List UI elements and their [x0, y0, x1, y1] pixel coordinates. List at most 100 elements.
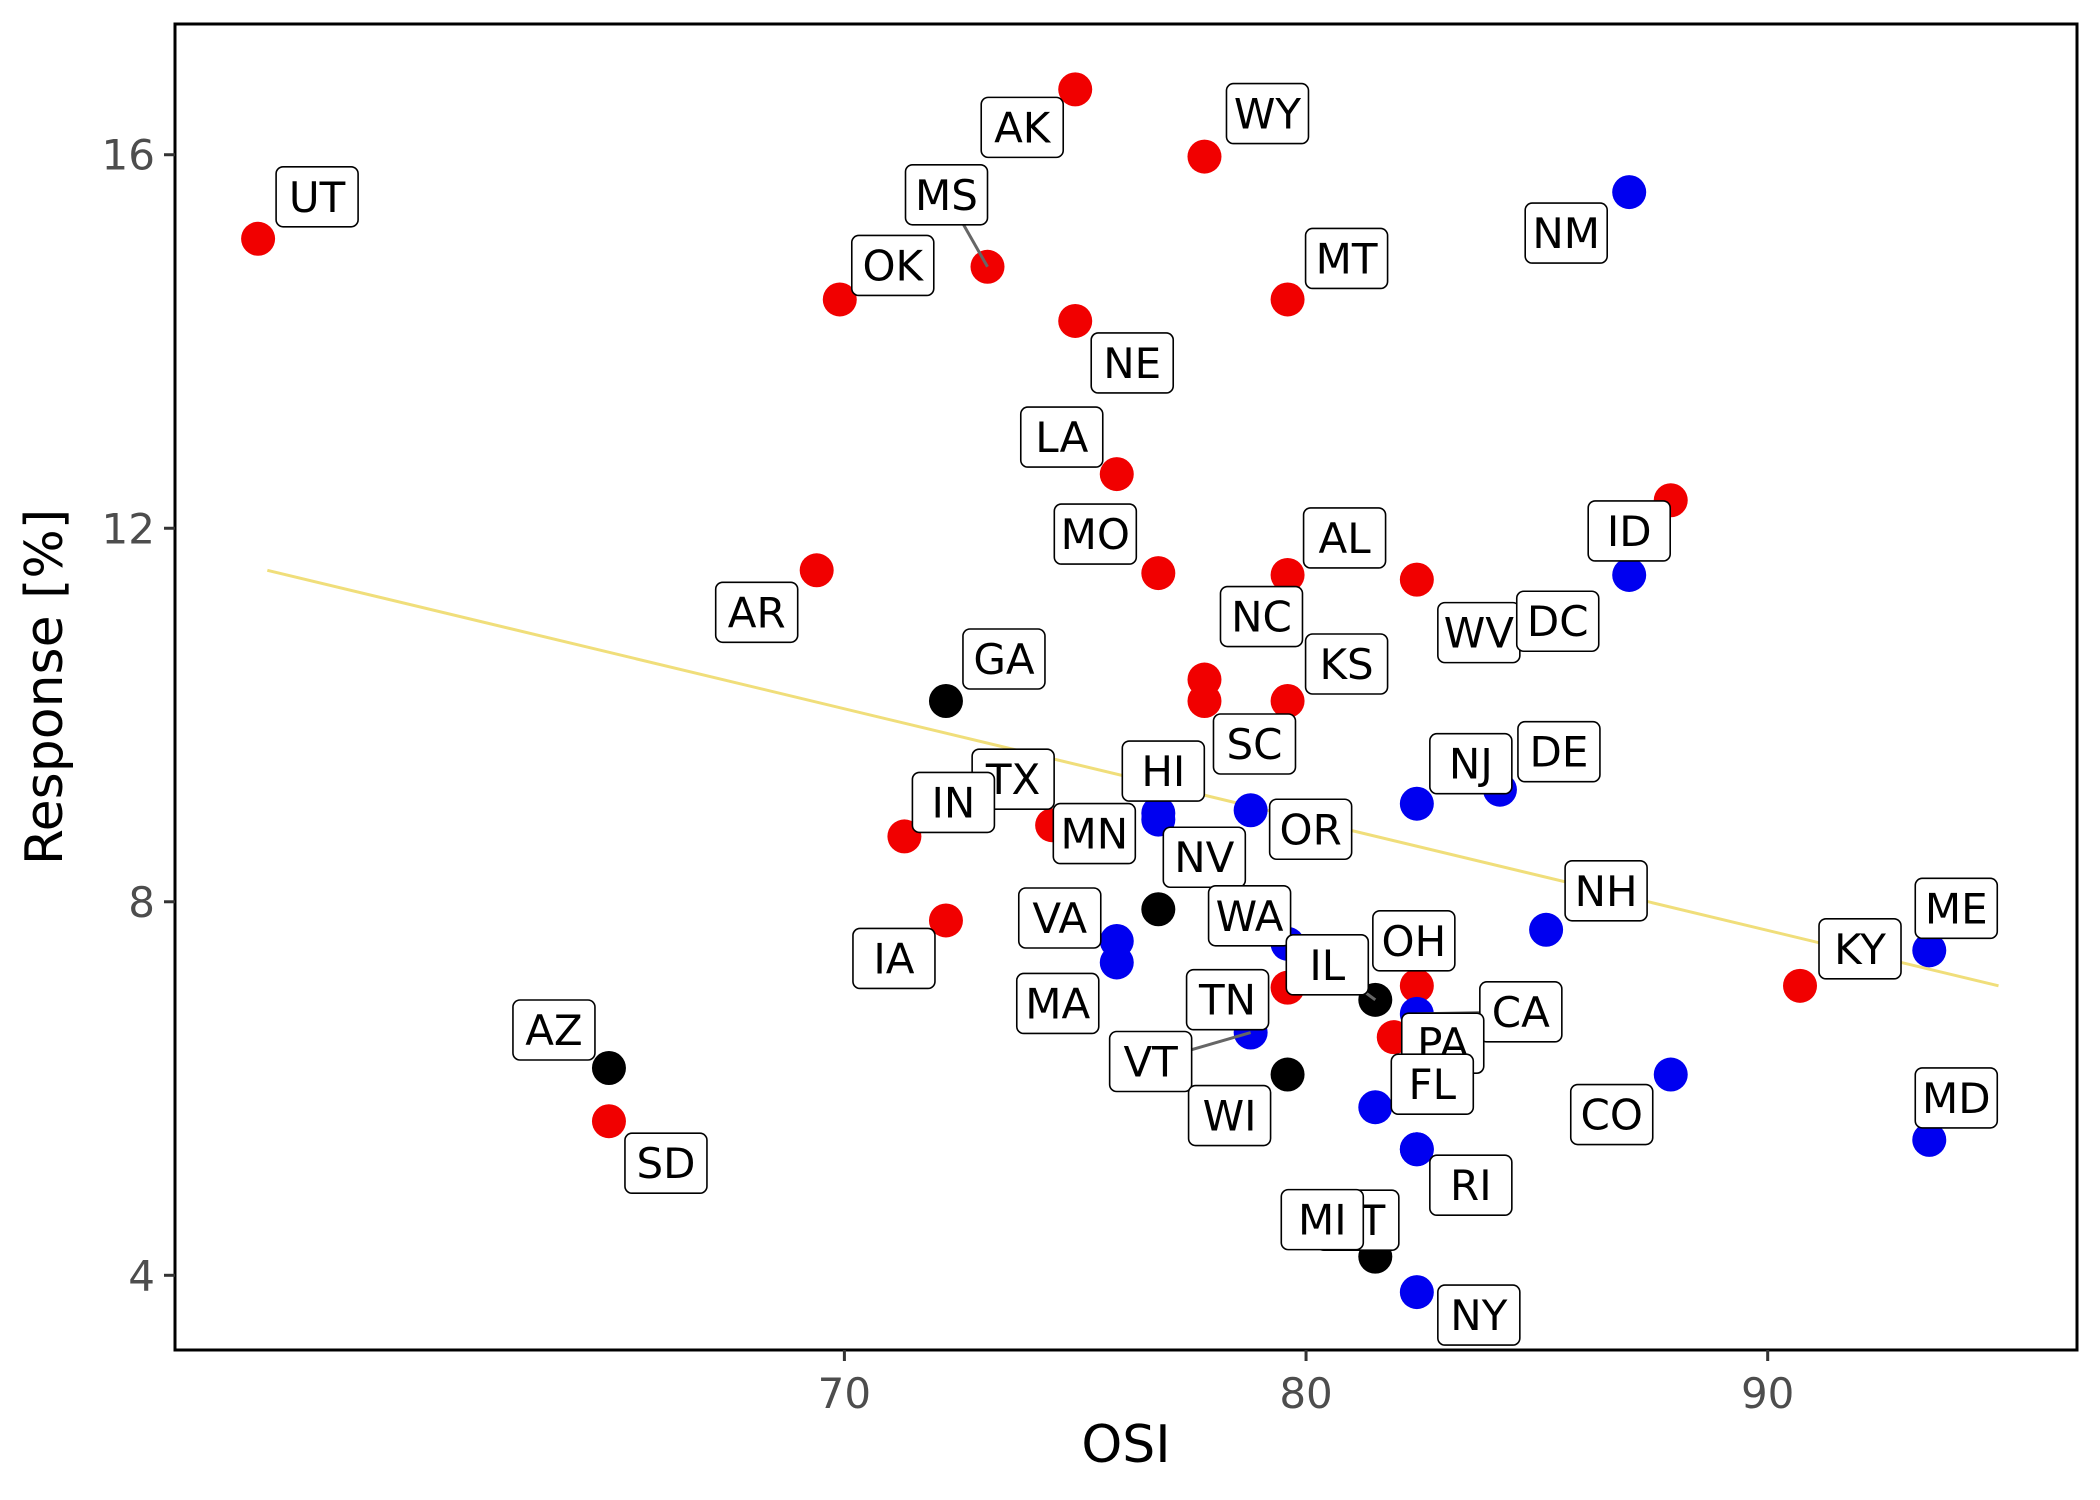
label-text: NE: [1103, 339, 1161, 388]
data-point-oh: [1399, 968, 1434, 1003]
label-text: MT: [1316, 234, 1378, 283]
label-text: OK: [862, 241, 924, 290]
data-point-nv: [1141, 892, 1176, 927]
data-point-mt: [1270, 282, 1305, 317]
data-point-al: [1270, 557, 1305, 592]
label-text: LA: [1035, 413, 1088, 462]
label-box: [1285, 934, 1370, 996]
label-box: [962, 628, 1046, 690]
label-box: [1225, 82, 1310, 145]
label-box: [275, 165, 359, 228]
label-text: MN: [1060, 810, 1128, 859]
label-text: ME: [1925, 884, 1988, 933]
label-text: MO: [1061, 510, 1130, 559]
label-text: IA: [873, 934, 914, 983]
label-text: NH: [1575, 867, 1638, 916]
data-point-nh: [1529, 912, 1564, 947]
label-text: AK: [994, 103, 1052, 152]
data-point-sc: [1187, 684, 1222, 719]
point-label-ky: KY: [1818, 918, 1902, 980]
point-label-nj: NJ: [1429, 732, 1513, 795]
label-box: [1121, 740, 1206, 802]
label-text: CA: [1492, 988, 1550, 1037]
point-label-ga: GA: [962, 628, 1046, 690]
label-box: [1280, 1188, 1365, 1251]
label-box: [1017, 887, 1102, 949]
data-point-fl: [1358, 1090, 1393, 1125]
y-axis-title: Response [%]: [15, 509, 75, 865]
data-point-ri: [1399, 1132, 1434, 1167]
label-text: MS: [915, 171, 978, 220]
axis-ticks: 70 80 90 4 8 12 16: [102, 131, 1795, 1418]
data-point-az: [591, 1050, 626, 1085]
label-text: NJ: [1449, 740, 1493, 789]
point-label-wv: WV: [1437, 601, 1521, 664]
point-label-in: IN: [911, 771, 996, 834]
label-box: [1818, 918, 1902, 980]
label-box: [1015, 972, 1100, 1035]
point-label-ny: NY: [1437, 1284, 1521, 1346]
label-box: [1914, 1067, 1999, 1129]
label-text: IN: [932, 778, 976, 827]
point-label-nh: NH: [1564, 859, 1648, 922]
point-label-me: ME: [1914, 877, 1999, 940]
label-text: KS: [1319, 640, 1373, 689]
data-point-id: [1612, 557, 1647, 592]
data-point-ak: [1058, 72, 1093, 107]
label-box: [852, 927, 936, 990]
point-label-nm: NM: [1524, 202, 1608, 264]
label-box: [1302, 507, 1387, 569]
point-label-hi: HI: [1121, 740, 1206, 802]
y-tick-label: 12: [102, 504, 155, 553]
point-label-la: LA: [1019, 406, 1104, 468]
label-text: WA: [1216, 892, 1284, 941]
data-point-sd: [591, 1104, 626, 1139]
point-label-de: DE: [1517, 720, 1601, 783]
point-label-mo: MO: [1053, 503, 1138, 565]
label-text: VA: [1032, 894, 1087, 943]
point-label-ca: CA: [1479, 981, 1563, 1043]
point-label-mn: MN: [1052, 802, 1137, 865]
label-box: [714, 581, 799, 644]
label-text: OH: [1382, 917, 1447, 966]
point-label-ri: RI: [1429, 1154, 1513, 1217]
point-label-wa: WA: [1207, 884, 1292, 947]
x-tick-label: 80: [1279, 1369, 1332, 1418]
y-tick-label: 16: [102, 131, 155, 180]
point-label-wi: WI: [1187, 1084, 1272, 1147]
label-text: RI: [1450, 1161, 1492, 1210]
y-tick-label: 8: [128, 878, 155, 927]
label-text: WV: [1444, 609, 1515, 658]
data-point-mo: [1141, 556, 1176, 591]
data-point-ok: [822, 282, 857, 317]
point-label-az: AZ: [512, 999, 596, 1061]
point-label-ks: KS: [1304, 633, 1389, 695]
point-label-wy: WY: [1225, 82, 1310, 145]
label-text: WY: [1234, 90, 1302, 139]
x-tick-label: 70: [818, 1369, 871, 1418]
label-box: [1564, 859, 1648, 922]
label-text: UT: [289, 173, 346, 222]
point-label-dc: DC: [1515, 590, 1600, 653]
data-point-or: [1233, 793, 1268, 828]
point-label-oh: OH: [1372, 910, 1456, 972]
label-box: [1515, 590, 1600, 653]
x-tick-label: 90: [1741, 1369, 1794, 1418]
label-box: [1162, 826, 1247, 889]
label-text: GA: [973, 635, 1035, 684]
label-text: OR: [1280, 805, 1342, 854]
label-box: [1479, 981, 1563, 1043]
label-text: ID: [1607, 507, 1652, 556]
label-box: [512, 999, 596, 1061]
label-text: AZ: [525, 1006, 583, 1055]
label-box: [1524, 202, 1608, 264]
point-label-md: MD: [1914, 1067, 1999, 1129]
label-box: [1019, 406, 1104, 468]
label-text: MI: [1298, 1196, 1347, 1245]
point-label-mt: MT: [1304, 227, 1389, 290]
label-text: MD: [1922, 1074, 1991, 1123]
label-box: [1390, 1053, 1475, 1116]
label-text: AR: [728, 588, 786, 637]
data-point-md: [1912, 1122, 1947, 1157]
label-box: [1268, 798, 1353, 861]
